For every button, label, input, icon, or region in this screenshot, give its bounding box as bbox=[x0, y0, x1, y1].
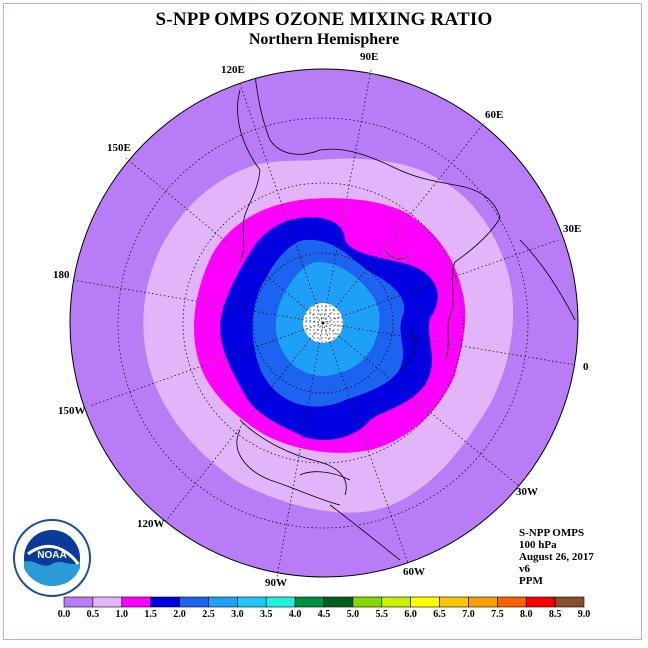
colorbar-tick-label: 1.5 bbox=[144, 609, 157, 620]
lon-label-30e: 30E bbox=[563, 223, 582, 235]
lon-label-30w: 30W bbox=[516, 486, 538, 498]
map-subtitle: Northern Hemisphere bbox=[248, 31, 400, 48]
lon-label-120w: 120W bbox=[137, 518, 165, 530]
info-units: PPM bbox=[519, 575, 543, 587]
lon-label-150e: 150E bbox=[107, 142, 131, 154]
map-title: S-NPP OMPS OZONE MIXING RATIO bbox=[155, 9, 493, 30]
colorbar-tick-label: 5.0 bbox=[346, 609, 360, 620]
figure-frame bbox=[3, 3, 642, 640]
colorbar-tick-label: 2.5 bbox=[202, 609, 215, 620]
lon-label-90e: 90E bbox=[360, 51, 379, 63]
colorbar-tick-label: 0.5 bbox=[86, 609, 100, 620]
colorbar-tick-label: 3.0 bbox=[231, 609, 244, 620]
colorbar-tick-label: 0.0 bbox=[57, 609, 71, 620]
colorbar-tick-label: 5.5 bbox=[375, 609, 389, 620]
lon-label-150w: 150W bbox=[58, 405, 86, 417]
colorbar-tick-label: 7.5 bbox=[491, 609, 504, 620]
lon-label-90w: 90W bbox=[265, 577, 287, 589]
colorbar-tick-label: 4.0 bbox=[288, 609, 302, 620]
noaa-logo-icon: NOAA bbox=[13, 519, 91, 597]
info-level: 100 hPa bbox=[519, 539, 557, 551]
info-date: August 26, 2017 bbox=[519, 551, 594, 563]
colorbar-tick-label: 9.0 bbox=[577, 609, 591, 620]
colorbar-tick-label: 2.0 bbox=[173, 609, 186, 620]
colorbar-tick-label: 4.5 bbox=[317, 609, 331, 620]
colorbar-tick-label: 8.0 bbox=[519, 609, 533, 620]
lon-label-60w: 60W bbox=[403, 566, 425, 578]
colorbar-tick-label: 7.0 bbox=[462, 609, 475, 620]
colorbar-tick-label: 8.5 bbox=[548, 609, 562, 620]
colorbar-tick-label: 3.5 bbox=[259, 609, 273, 620]
svg-text:NOAA: NOAA bbox=[37, 550, 66, 561]
lon-label-180: 180 bbox=[53, 269, 70, 281]
lon-label-0: 0 bbox=[583, 361, 589, 373]
lon-label-120e: 120E bbox=[221, 64, 245, 76]
colorbar-tick-label: 6.0 bbox=[404, 609, 417, 620]
colorbar-tick-label: 6.5 bbox=[433, 609, 446, 620]
info-version: v6 bbox=[519, 563, 530, 575]
lon-label-60e: 60E bbox=[485, 109, 504, 121]
product-info: S-NPP OMPS 100 hPa August 26, 2017 v6 PP… bbox=[519, 527, 594, 587]
info-instrument: S-NPP OMPS bbox=[519, 527, 585, 539]
graticule bbox=[72, 69, 577, 578]
colorbar-tick-label: 1.0 bbox=[115, 609, 129, 620]
coastlines bbox=[236, 74, 576, 561]
